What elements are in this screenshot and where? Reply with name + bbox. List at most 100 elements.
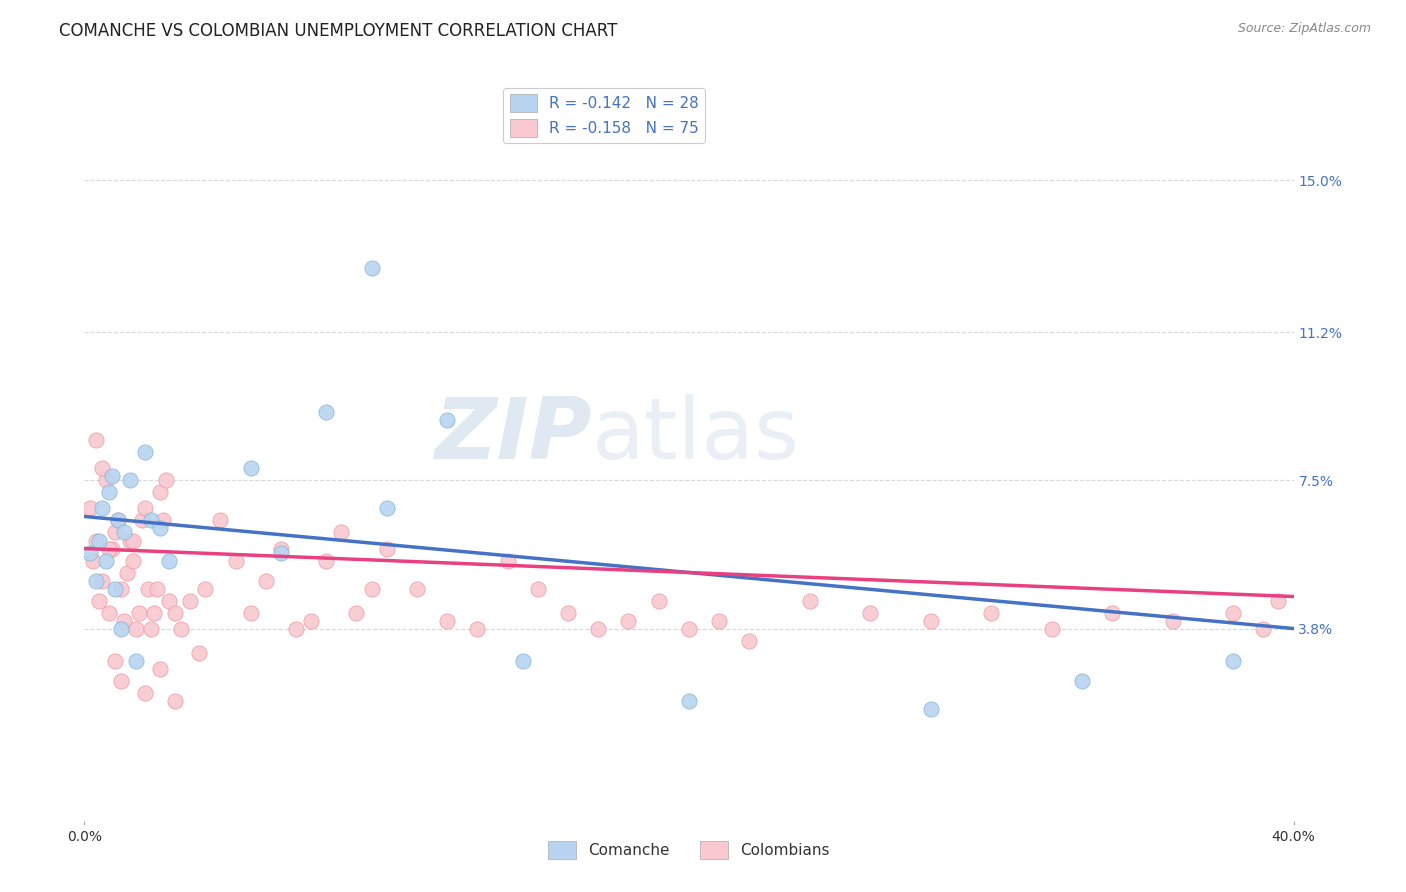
Point — [157, 553, 180, 567]
Point — [678, 693, 700, 707]
Point — [149, 662, 172, 676]
Point — [375, 501, 398, 516]
Point — [107, 514, 129, 528]
Point — [270, 541, 292, 556]
Point — [375, 541, 398, 556]
Point — [139, 514, 162, 528]
Point — [467, 622, 489, 636]
Point — [97, 541, 120, 556]
Point — [110, 622, 132, 636]
Point — [125, 654, 148, 668]
Point — [346, 606, 368, 620]
Point — [91, 501, 114, 516]
Point — [112, 525, 135, 540]
Point — [179, 593, 201, 607]
Point — [254, 574, 277, 588]
Point — [91, 461, 114, 475]
Point — [1222, 606, 1244, 620]
Point — [104, 525, 127, 540]
Text: atlas: atlas — [592, 394, 800, 477]
Point — [89, 593, 111, 607]
Point — [94, 553, 117, 567]
Point — [107, 514, 129, 528]
Point — [239, 461, 262, 475]
Point — [678, 622, 700, 636]
Point — [110, 582, 132, 596]
Point — [112, 614, 135, 628]
Point — [1040, 622, 1063, 636]
Point — [128, 606, 150, 620]
Point — [97, 606, 120, 620]
Point — [436, 614, 458, 628]
Point — [270, 545, 292, 559]
Point — [121, 553, 143, 567]
Point — [118, 533, 141, 548]
Point — [709, 614, 731, 628]
Point — [1222, 654, 1244, 668]
Point — [285, 622, 308, 636]
Point — [125, 622, 148, 636]
Point — [131, 514, 153, 528]
Point — [557, 606, 579, 620]
Point — [512, 654, 534, 668]
Point — [299, 614, 322, 628]
Point — [1101, 606, 1123, 620]
Point — [104, 582, 127, 596]
Point — [859, 606, 882, 620]
Point — [225, 553, 247, 567]
Point — [146, 582, 169, 596]
Point — [136, 582, 159, 596]
Text: Source: ZipAtlas.com: Source: ZipAtlas.com — [1237, 22, 1371, 36]
Point — [86, 434, 108, 448]
Point — [155, 474, 177, 488]
Point — [1267, 593, 1289, 607]
Point — [86, 574, 108, 588]
Point — [920, 614, 942, 628]
Point — [406, 582, 429, 596]
Point — [86, 533, 108, 548]
Point — [139, 622, 162, 636]
Point — [134, 685, 156, 699]
Point — [360, 582, 382, 596]
Point — [79, 545, 101, 559]
Point — [920, 701, 942, 715]
Point — [360, 261, 382, 276]
Point — [1071, 673, 1094, 688]
Point — [165, 693, 187, 707]
Point — [194, 582, 217, 596]
Point — [121, 533, 143, 548]
Point — [496, 553, 519, 567]
Legend: Comanche, Colombians: Comanche, Colombians — [543, 835, 835, 865]
Point — [436, 413, 458, 427]
Point — [588, 622, 610, 636]
Point — [799, 593, 821, 607]
Point — [142, 606, 165, 620]
Point — [617, 614, 640, 628]
Point — [152, 514, 174, 528]
Text: ZIP: ZIP — [434, 394, 592, 477]
Point — [89, 533, 111, 548]
Point — [134, 445, 156, 459]
Point — [157, 593, 180, 607]
Point — [315, 553, 337, 567]
Point — [170, 622, 193, 636]
Point — [82, 553, 104, 567]
Point — [980, 606, 1002, 620]
Text: COMANCHE VS COLOMBIAN UNEMPLOYMENT CORRELATION CHART: COMANCHE VS COLOMBIAN UNEMPLOYMENT CORRE… — [59, 22, 617, 40]
Point — [1161, 614, 1184, 628]
Point — [239, 606, 262, 620]
Point — [738, 633, 761, 648]
Point — [97, 485, 120, 500]
Point — [134, 501, 156, 516]
Point — [100, 541, 122, 556]
Point — [527, 582, 550, 596]
Point — [188, 646, 211, 660]
Point — [648, 593, 671, 607]
Point — [1253, 622, 1275, 636]
Point — [315, 405, 337, 419]
Point — [209, 514, 232, 528]
Point — [110, 673, 132, 688]
Point — [79, 501, 101, 516]
Point — [91, 574, 114, 588]
Point — [330, 525, 353, 540]
